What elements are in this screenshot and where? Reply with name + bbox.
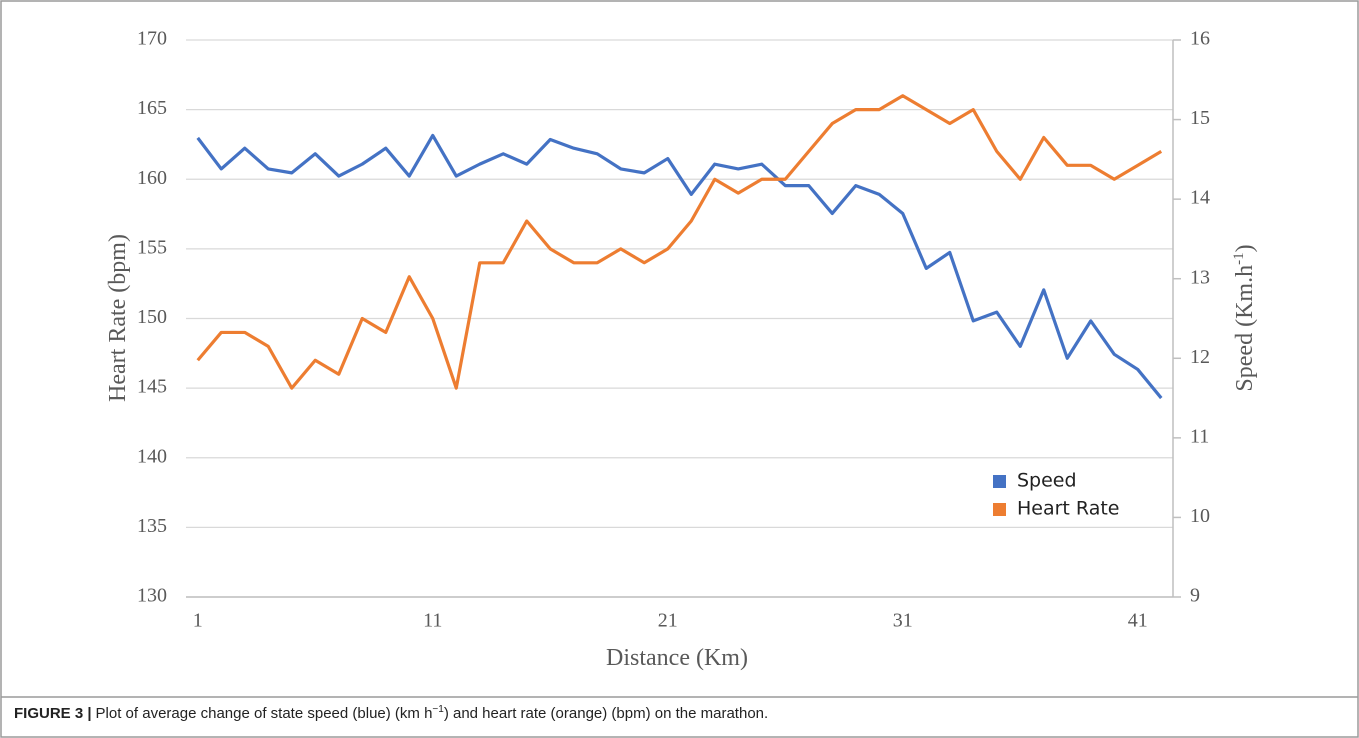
y-tick-label: 145 bbox=[137, 376, 167, 398]
y2-tick-label: 16 bbox=[1190, 28, 1210, 50]
series-line bbox=[196, 94, 1163, 390]
x-tick-label: 21 bbox=[658, 610, 678, 632]
series-line bbox=[196, 133, 1163, 400]
y2-tick-label: 13 bbox=[1190, 266, 1210, 288]
x-axis-label: Distance (Km) bbox=[606, 645, 748, 671]
y-tick-label: 155 bbox=[137, 236, 167, 258]
y2-axis-label: Speed (Km.h-1) bbox=[1231, 244, 1258, 391]
y2-tick-label: 12 bbox=[1190, 346, 1210, 368]
caption-text: Plot of average change of state speed (b… bbox=[96, 705, 433, 722]
y-tick-label: 165 bbox=[137, 97, 167, 119]
y2-tick-label: 9 bbox=[1190, 585, 1200, 607]
y-tick-label: 140 bbox=[137, 445, 167, 467]
y2-tick-label: 15 bbox=[1190, 107, 1210, 129]
y2-tick-label: 10 bbox=[1190, 505, 1210, 527]
caption: FIGURE 3 | Plot of average change of stat… bbox=[14, 704, 768, 722]
x-tick-label: 11 bbox=[423, 610, 442, 632]
x-tick-label: 31 bbox=[893, 610, 913, 632]
y-axis-label: Heart Rate (bpm) bbox=[105, 234, 131, 402]
y-tick-label: 150 bbox=[137, 306, 167, 328]
caption-label: FIGURE 3 | bbox=[14, 705, 92, 722]
y2-tick-label: 11 bbox=[1190, 425, 1209, 447]
legend-swatch bbox=[993, 503, 1006, 516]
y2-tick-label: 14 bbox=[1190, 187, 1210, 209]
y2-label-text: Speed (Km.h bbox=[1232, 265, 1258, 392]
y2-label-end: ) bbox=[1232, 244, 1258, 252]
caption-sup: −1 bbox=[432, 704, 444, 715]
y-tick-label: 170 bbox=[137, 28, 167, 50]
x-tick-label: 1 bbox=[193, 610, 203, 632]
legend-swatch bbox=[993, 475, 1006, 488]
y2-label-sup: -1 bbox=[1231, 252, 1247, 265]
y-tick-label: 130 bbox=[137, 585, 167, 607]
caption-text-end: ) and heart rate (orange) (bpm) on the m… bbox=[444, 705, 768, 722]
x-tick-label: 41 bbox=[1128, 610, 1148, 632]
y-tick-label: 135 bbox=[137, 515, 167, 537]
legend-label: Speed bbox=[1017, 470, 1077, 492]
y-tick-label: 160 bbox=[137, 167, 167, 189]
legend-label: Heart Rate bbox=[1017, 498, 1120, 520]
